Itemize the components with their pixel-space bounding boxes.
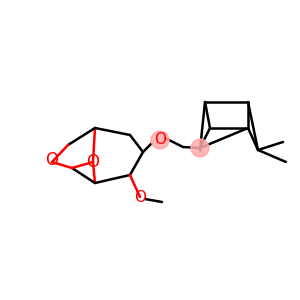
Text: O: O [46, 151, 59, 169]
Circle shape [151, 131, 169, 149]
Text: O: O [134, 190, 146, 205]
Circle shape [191, 139, 209, 157]
Text: O: O [154, 133, 166, 148]
Text: O: O [86, 153, 100, 171]
